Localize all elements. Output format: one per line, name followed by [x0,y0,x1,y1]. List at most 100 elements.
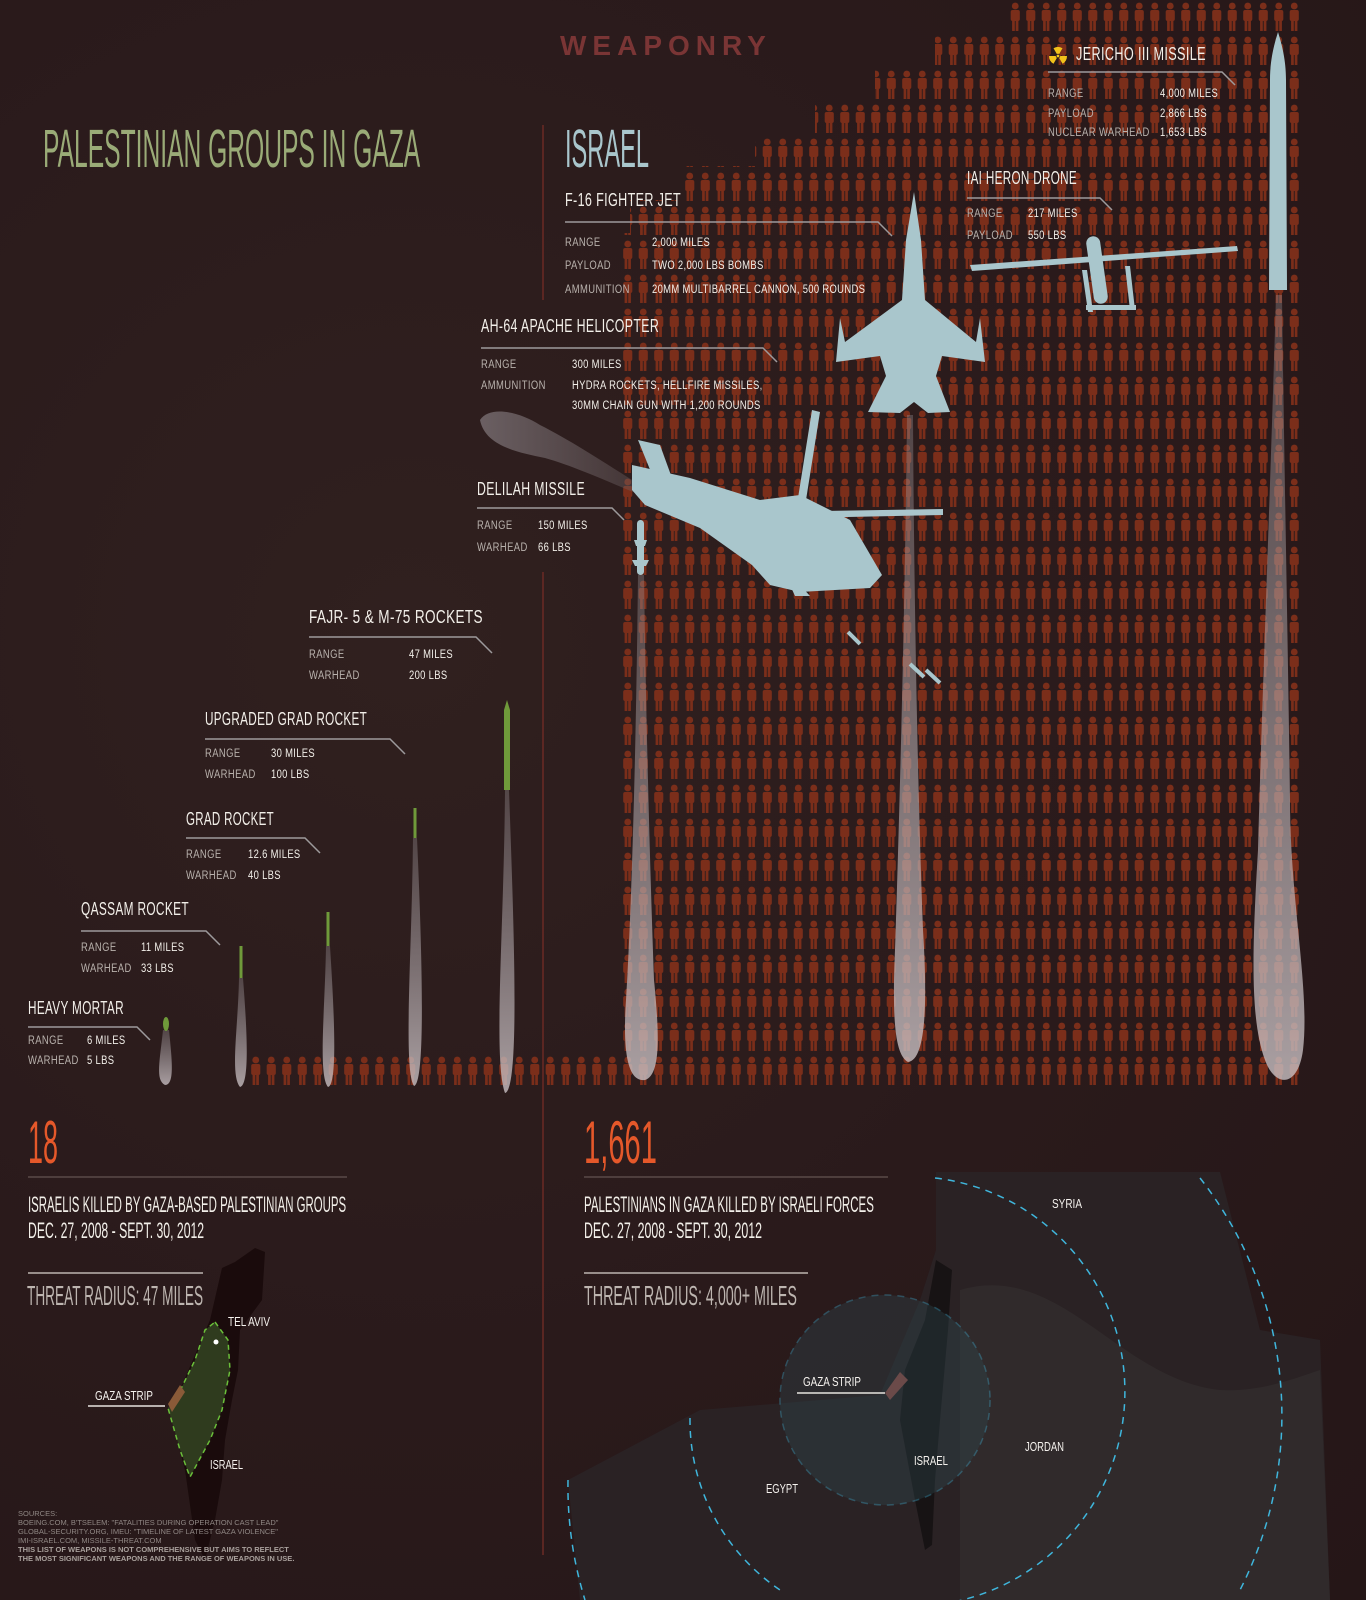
spec-value: 66 LBS [538,542,571,554]
spec-label: AMMUNITION [481,380,546,392]
map-label-israel: ISRAEL [210,1457,244,1472]
spec-value: 40 LBS [248,870,281,882]
leader-line-grad [186,837,321,854]
spec-value: 100 LBS [271,769,310,781]
jericho-missile [1269,32,1287,290]
spec-label: RANGE [81,942,117,954]
palestinian-rockets [159,700,515,1093]
qassam-rocket [239,946,243,978]
weapon-title-f16: F-16 FIGHTER JET [565,190,731,211]
israeli-casualty-count: 18 [28,1109,58,1176]
spec-value: 150 MILES [538,520,588,532]
spec-label: PAYLOAD [1048,108,1095,120]
map-label-israel: ISRAEL [914,1453,948,1468]
sources: SOURCES: BOEING.COM, B'TSELEM: "FATALITI… [18,1509,294,1563]
disclaimer-line: THE MOST SIGNIFICANT WEAPONS AND THE RAN… [18,1554,295,1563]
map-label-tel-aviv: TEL AVIV [228,1314,271,1329]
section-rules [28,1176,888,1274]
weapon-title-text: F-16 FIGHTER JET [565,190,682,210]
spec-value: 30MM CHAIN GUN WITH 1,200 ROUNDS [572,400,761,412]
map-label-egypt: EGYPT [766,1481,799,1496]
israel-threat-map [567,1172,1330,1600]
source-line: BOEING.COM, B'TSELEM: "FATALITIES DURING… [18,1518,279,1527]
spec-value: 2,866 LBS [1160,108,1207,120]
weapon-title-text: IAI HERON DRONE [967,168,1078,188]
spec-label: WARHEAD [28,1055,79,1067]
apache-helicopter [632,410,943,596]
weapon-title-text: JERICHO III MISSILE [1076,44,1206,64]
spec-label: RANGE [565,237,601,249]
spec-label: WARHEAD [309,670,360,682]
weapon-title-mortar: HEAVY MORTAR [28,998,175,1019]
weapon-title-text: UPGRADED GRAD ROCKET [205,709,368,729]
map-label-syria: SYRIA [1052,1196,1083,1211]
radiation-icon [1048,46,1068,71]
israel-threat-radius: THREAT RADIUS: 4,000+ MILES [584,1280,797,1311]
weapon-title-text: HEAVY MORTAR [28,998,124,1018]
spec-label: RANGE [967,208,1003,220]
leader-lines [28,71,1236,1041]
spec-value: 5 LBS [87,1055,115,1067]
gaza-threat-map [88,1248,265,1560]
weapon-title-fajr: FAJR- 5 & M-75 ROCKETS [309,607,540,628]
spec-value: 200 LBS [409,670,448,682]
map-label-gaza-strip: GAZA STRIP [803,1374,861,1389]
heavy-mortar-shell [163,1017,169,1031]
spec-value: 20MM MULTIBARREL CANNON, 500 ROUNDS [652,284,866,296]
spec-label: RANGE [481,359,517,371]
source-line: GLOBAL-SECURITY.ORG, IMEU: "TIMELINE OF … [18,1527,278,1536]
spec-value: 4,000 MILES [1160,88,1219,100]
spec-label: NUCLEAR WARHEAD [1048,127,1150,139]
weapon-title-text: GRAD ROCKET [186,809,275,829]
spec-value: 550 LBS [1028,230,1067,242]
spec-label: WARHEAD [81,963,132,975]
spec-label: RANGE [205,748,241,760]
weapon-title-text: FAJR- 5 & M-75 ROCKETS [309,607,483,627]
spec-value: 300 MILES [572,359,622,371]
leader-line-upgraded-grad [205,738,406,755]
spec-value: 1,653 LBS [1160,127,1207,139]
delilah-missile [632,520,649,575]
weapon-title-text: QASSAM ROCKET [81,899,189,919]
map-label-jordan: JORDAN [1025,1439,1065,1454]
disclaimer-line: THIS LIST OF WEAPONS IS NOT COMPREHENSIV… [18,1545,289,1554]
fajr-rocket [504,700,510,790]
leader-line-f16 [565,221,893,237]
weapon-title-heron: IAI HERON DRONE [967,168,1137,189]
projectiles [846,630,942,685]
israeli-casualty-caption: ISRAELIS KILLED BY GAZA-BASED PALESTINIA… [28,1192,347,1217]
weapon-title-delilah: DELILAH MISSILE [477,479,636,500]
spec-label: PAYLOAD [565,260,612,272]
f16-fighter-jet [836,192,985,413]
map-label-gaza-strip: GAZA STRIP [95,1388,153,1403]
helicopter-smoke [480,411,645,495]
leader-line-apache [481,347,778,363]
spec-label: WARHEAD [205,769,256,781]
f16-trail [893,415,926,1062]
weapon-title-text: DELILAH MISSILE [477,479,585,499]
leader-line-fajr [309,636,493,654]
palestinian-casualty-caption: PALESTINIANS IN GAZA KILLED BY ISRAELI F… [584,1192,874,1217]
leader-line-delilah [477,507,625,521]
palestinian-threat-radius: THREAT RADIUS: 47 MILES [27,1280,204,1311]
leader-line-qassam [81,930,221,946]
palestinian-casualty-dates: DEC. 27, 2008 - SEPT. 30, 2012 [584,1218,763,1243]
spec-label: WARHEAD [186,870,237,882]
palestinian-heading: PALESTINIAN GROUPS IN GAZA [43,119,421,179]
spec-value: TWO 2,000 LBS BOMBS [652,260,764,272]
leader-line-heron [967,197,1113,211]
spec-value: 47 MILES [409,649,454,661]
source-line: IMI-ISRAEL.COM, MISSILE-THREAT.COM [18,1536,162,1545]
leader-line-jericho [1048,71,1236,86]
weapon-title-apache: AH-64 APACHE HELICOPTER [481,316,740,337]
sources-heading: SOURCES: [18,1509,58,1518]
weapon-title-jericho: JERICHO III MISSILE [1076,44,1261,65]
weapon-title-text: AH-64 APACHE HELICOPTER [481,316,660,336]
leader-line-mortar [28,1026,151,1041]
spec-value: 2,000 MILES [652,237,711,249]
spec-label: PAYLOAD [967,230,1014,242]
spec-value: 30 MILES [271,748,316,760]
delilah-trail [624,575,658,1081]
